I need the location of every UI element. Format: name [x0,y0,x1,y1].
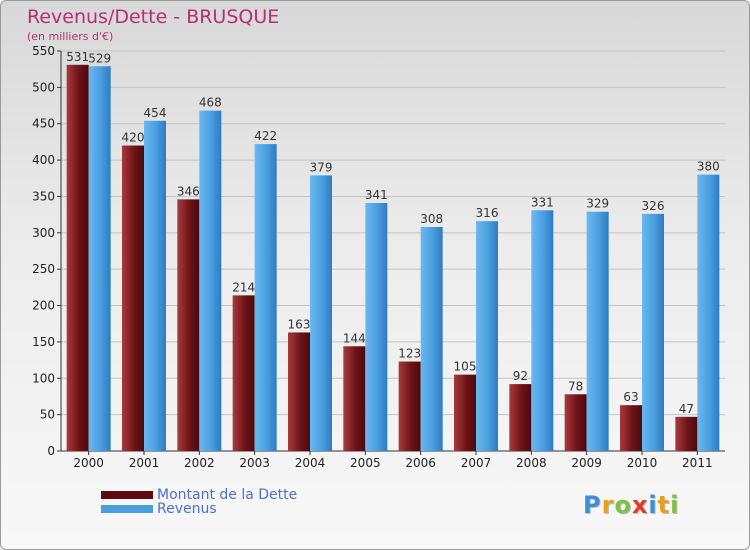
bar-revenus [642,213,664,451]
x-tick-label: 2010 [627,456,658,470]
bar-debt [122,145,144,451]
data-label-debt: 123 [398,347,421,361]
y-tick-label: 550 [32,44,55,58]
x-tick-label: 2007 [461,456,492,470]
data-label-revenus: 422 [254,129,277,143]
bar-debt [509,384,532,451]
bar-revenus [531,210,554,451]
data-label-debt: 63 [623,390,638,404]
legend-swatch-debt [101,491,153,499]
data-label-revenus: 326 [642,199,665,213]
data-label-revenus: 379 [310,160,333,174]
bar-revenus [254,144,277,451]
x-tick-label: 2005 [350,456,381,470]
y-tick-label: 200 [32,299,55,313]
data-label-debt: 47 [679,402,694,416]
bar-debt [66,64,89,451]
logo-letter: x [631,491,649,519]
legend-item-revenus: Revenus [101,501,217,517]
bar-debt [398,361,421,451]
bar-revenus [199,110,222,452]
bar-revenus [420,227,443,451]
x-tick-label: 2009 [571,456,602,470]
data-label-revenus: 529 [88,51,111,65]
data-label-debt: 144 [343,331,366,345]
data-label-debt: 420 [122,131,145,145]
data-label-revenus: 468 [199,96,222,110]
bar-revenus [88,66,111,451]
data-label-revenus: 329 [586,197,609,211]
data-label-debt: 214 [232,280,255,294]
bar-debt [232,295,255,451]
legend-label-revenus: Revenus [157,501,217,517]
data-label-revenus: 308 [420,212,443,226]
x-tick-label: 2006 [405,456,436,470]
x-tick-label: 2002 [184,456,215,470]
y-tick-label: 150 [32,335,55,349]
y-tick-label: 400 [32,153,55,167]
y-tick-label: 500 [32,80,55,94]
y-tick-label: 0 [47,444,55,458]
data-label-revenus: 316 [476,206,499,220]
logo-letter: i [648,491,658,519]
bar-debt [620,405,642,451]
x-tick-label: 2004 [295,456,326,470]
logo-letter: P [583,491,602,519]
data-label-revenus: 380 [697,160,720,174]
bar-debt [343,346,366,451]
bar-revenus [365,203,388,451]
legend-label-debt: Montant de la Dette [157,487,298,503]
legend-swatch-revenus [101,505,153,513]
proxiti-logo: Proxiti [583,491,679,519]
data-label-debt: 346 [177,184,200,198]
y-tick-label: 100 [32,371,55,385]
bar-debt [454,374,476,451]
bar-revenus [310,175,332,451]
data-label-debt: 163 [288,317,311,331]
legend-item-debt: Montant de la Dette [101,487,297,503]
logo-letter: i [670,491,680,519]
x-tick-label: 2000 [73,456,104,470]
logo-letter: t [657,491,671,519]
data-label-debt: 78 [568,379,583,393]
x-tick-label: 2001 [129,456,160,470]
data-label-revenus: 331 [531,195,554,209]
data-label-debt: 105 [454,360,477,374]
data-label-revenus: 341 [365,188,388,202]
chart-title: Revenus/Dette - BRUSQUE [27,6,280,28]
x-tick-label: 2008 [516,456,547,470]
y-tick-label: 250 [32,262,55,276]
logo-letter: r [601,491,615,519]
y-tick-label: 350 [32,189,55,203]
y-tick-label: 300 [32,226,55,240]
y-tick-label: 450 [32,117,55,131]
bar-revenus [476,221,498,451]
logo-letter: o [614,491,632,519]
x-tick-label: 2003 [239,456,270,470]
data-label-debt: 531 [66,50,89,64]
data-label-revenus: 454 [144,106,167,120]
bar-revenus [144,120,166,452]
bar-debt [177,199,200,451]
bar-debt [675,416,698,451]
y-tick-label: 50 [40,408,55,422]
data-label-debt: 92 [513,369,528,383]
bar-revenus [697,174,720,452]
bar-debt [564,394,587,451]
bar-debt [288,332,310,451]
x-tick-label: 2011 [682,456,713,470]
bar-revenus [586,211,609,451]
chart-subtitle: (en milliers d'€) [27,30,114,43]
